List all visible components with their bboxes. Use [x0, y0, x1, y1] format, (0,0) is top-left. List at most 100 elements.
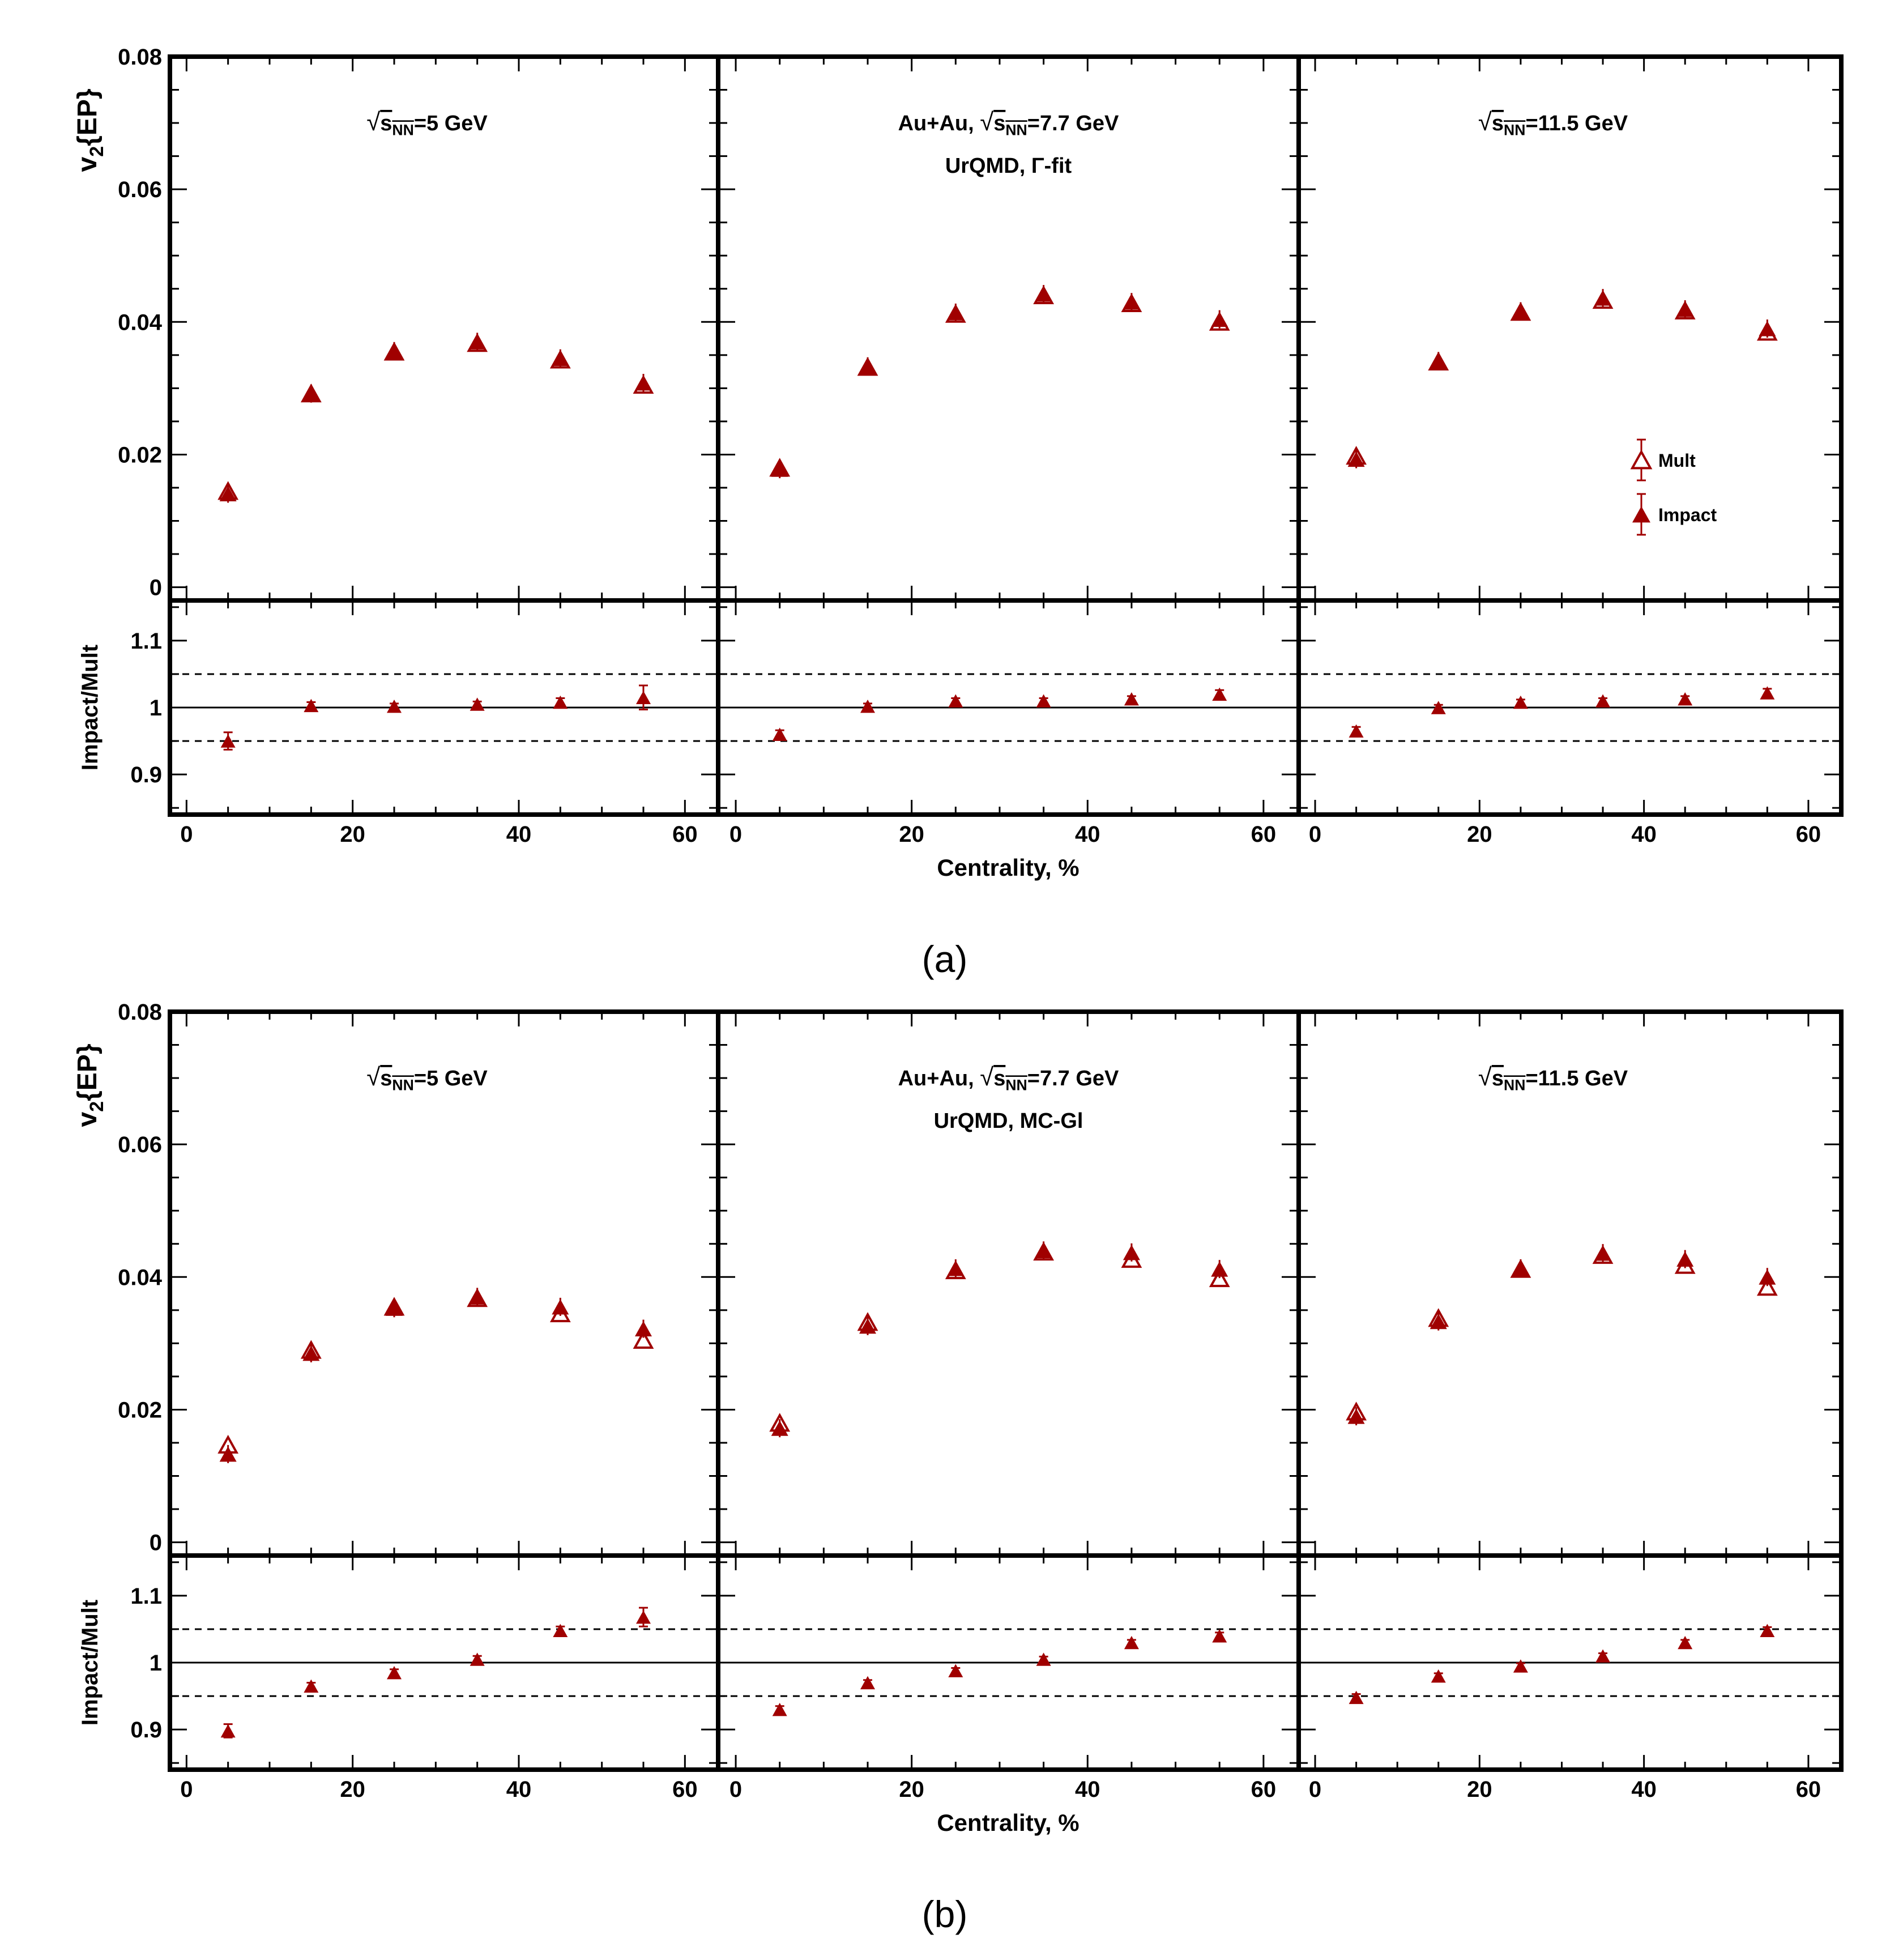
ratio-axis-title: Impact/Mult [78, 645, 103, 770]
x-tick-label: 20 [899, 1777, 924, 1802]
x-tick-label: 40 [1075, 822, 1100, 847]
y-tick-label: 0 [150, 576, 162, 600]
y-tick-label: 0.06 [118, 1132, 162, 1157]
y-tick-label: 0.02 [118, 1397, 162, 1422]
ratio-point [1760, 686, 1775, 700]
mult-point [1209, 1268, 1230, 1288]
ratio-point [1431, 1669, 1446, 1683]
mult-point [549, 1303, 571, 1323]
panel-label: √sNN=5 GeV [366, 108, 488, 138]
mult-point [1674, 1255, 1696, 1274]
mult-point [633, 1330, 654, 1349]
x-tick-label: 20 [1467, 1777, 1492, 1802]
ratio-point [470, 1652, 485, 1666]
impact-point [1035, 1242, 1052, 1258]
y-tick-label: 1.1 [130, 629, 162, 654]
x-tick-label: 20 [1467, 822, 1492, 847]
mult-point [1121, 1249, 1142, 1268]
impact-point [1676, 301, 1694, 317]
ratio-frame [1296, 598, 1844, 817]
y-tick-label: 0.02 [118, 442, 162, 467]
mult-point [1428, 1308, 1449, 1327]
ratio-point [1760, 1624, 1775, 1637]
ratio-point [1513, 1659, 1528, 1673]
x-tick-label: 40 [1075, 1777, 1100, 1802]
mult-point [1033, 285, 1055, 304]
panel-3: 0 20 40 60 √sNN=11.5 GeV [1296, 1009, 1844, 1802]
impact-point [468, 334, 486, 350]
mult-point [300, 384, 322, 403]
x-tick-label: 60 [1251, 1777, 1277, 1802]
ratio-point [1678, 1635, 1693, 1650]
ratio-point [387, 1666, 402, 1680]
ratio-point [220, 734, 236, 748]
ratio-point [1349, 1690, 1364, 1705]
mult-point [857, 1312, 878, 1331]
x-tick-label: 40 [506, 822, 532, 847]
ratio-point [1124, 1635, 1139, 1650]
x-tick-label: 60 [1796, 822, 1821, 847]
panel-label: √sNN=11.5 GeV [1478, 108, 1628, 138]
mult-point [1121, 293, 1142, 313]
impact-point [219, 486, 237, 502]
panel-label: Au+Au, √sNN=7.7 GeV [898, 108, 1119, 138]
mult-point [1346, 1401, 1367, 1421]
mult-point [383, 342, 405, 361]
mult-point [769, 1413, 791, 1432]
impact-point [1123, 294, 1140, 310]
impact-point [468, 1289, 486, 1305]
impact-point [947, 305, 965, 321]
ratio-point [772, 1702, 787, 1716]
y-tick-label: 0.04 [118, 1265, 163, 1290]
ratio-point [860, 699, 876, 713]
impact-point [771, 461, 788, 477]
ratio-point [1513, 695, 1528, 709]
y-tick-label: 0 [150, 1531, 162, 1556]
mult-point [1510, 302, 1531, 321]
legend-impact-label: Impact [1658, 505, 1717, 525]
x-tick-label: 60 [1251, 822, 1277, 847]
ratio-point [387, 699, 402, 713]
x-tick-label: 40 [1631, 822, 1657, 847]
x-tick-label: 0 [180, 1777, 193, 1802]
impact-point [859, 359, 877, 374]
ratio-point [948, 694, 963, 708]
mult-point [945, 1260, 966, 1280]
mult-point [217, 1434, 239, 1454]
panel-label: √sNN=5 GeV [366, 1063, 488, 1093]
x-axis-title: Centrality, % [937, 1809, 1079, 1836]
panel-label: UrQMD, Γ-fit [945, 154, 1072, 178]
ratio-point [304, 698, 319, 713]
y-tick-label: 1 [150, 1651, 162, 1676]
ratio-point [1595, 1649, 1611, 1663]
legend-mult-marker [1630, 449, 1653, 470]
ratio-axis-title: Impact/Mult [78, 1600, 103, 1725]
mult-point [1756, 1277, 1778, 1296]
impact-point [1512, 1260, 1529, 1276]
x-tick-label: 20 [899, 822, 924, 847]
x-tick-label: 60 [672, 1777, 698, 1802]
x-tick-label: 60 [1796, 1777, 1821, 1802]
y-tick-label: 1 [150, 696, 162, 721]
legend-mult-label: Mult [1658, 450, 1696, 471]
mult-point [1209, 312, 1230, 331]
panel-1: 0 20 40 60 √sNN=5 GeV [168, 54, 720, 847]
legend-impact-marker [1632, 506, 1650, 523]
mult-point [467, 1288, 488, 1307]
ratio-point [636, 1610, 651, 1624]
mult-point [1674, 300, 1696, 319]
x-tick-label: 40 [506, 1777, 532, 1802]
ratio-point [948, 1664, 963, 1677]
mult-point [1592, 290, 1614, 309]
figure-label: (a) [922, 938, 968, 980]
ratio-point [636, 691, 651, 704]
y-tick-label: 0.9 [130, 762, 162, 787]
impact-point [302, 386, 320, 402]
ratio-point [1036, 1652, 1051, 1666]
ratio-point [553, 695, 568, 709]
y-axis-title: v2{EP} [72, 1043, 108, 1127]
mult-point [857, 357, 878, 376]
ratio-point [1595, 694, 1611, 708]
y-tick-label: 0.9 [130, 1718, 162, 1742]
